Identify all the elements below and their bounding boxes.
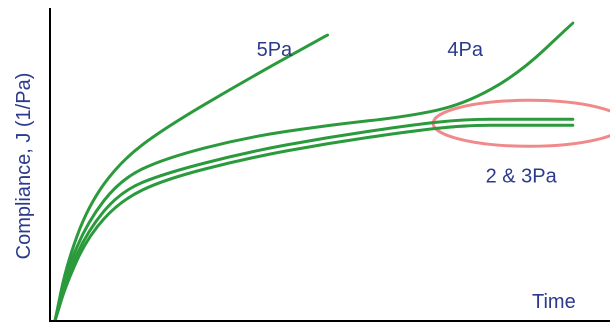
series-label-1: 4Pa	[447, 39, 483, 61]
plateau-highlight-ellipse	[431, 98, 610, 148]
highlight-layer	[431, 98, 610, 148]
series-label-2: 2 & 3Pa	[486, 166, 558, 188]
series-lines	[53, 21, 575, 322]
series-line-3	[53, 123, 575, 322]
x-axis-label: Time	[532, 291, 576, 313]
series-line-1	[53, 21, 575, 322]
series-label-0: 5Pa	[257, 39, 293, 61]
series-line-2	[53, 117, 575, 322]
y-axis-label: Compliance, J (1/Pa)	[13, 73, 35, 260]
series-line-0	[53, 33, 329, 322]
series-labels: 5Pa 4Pa 2 & 3Pa	[257, 39, 558, 187]
